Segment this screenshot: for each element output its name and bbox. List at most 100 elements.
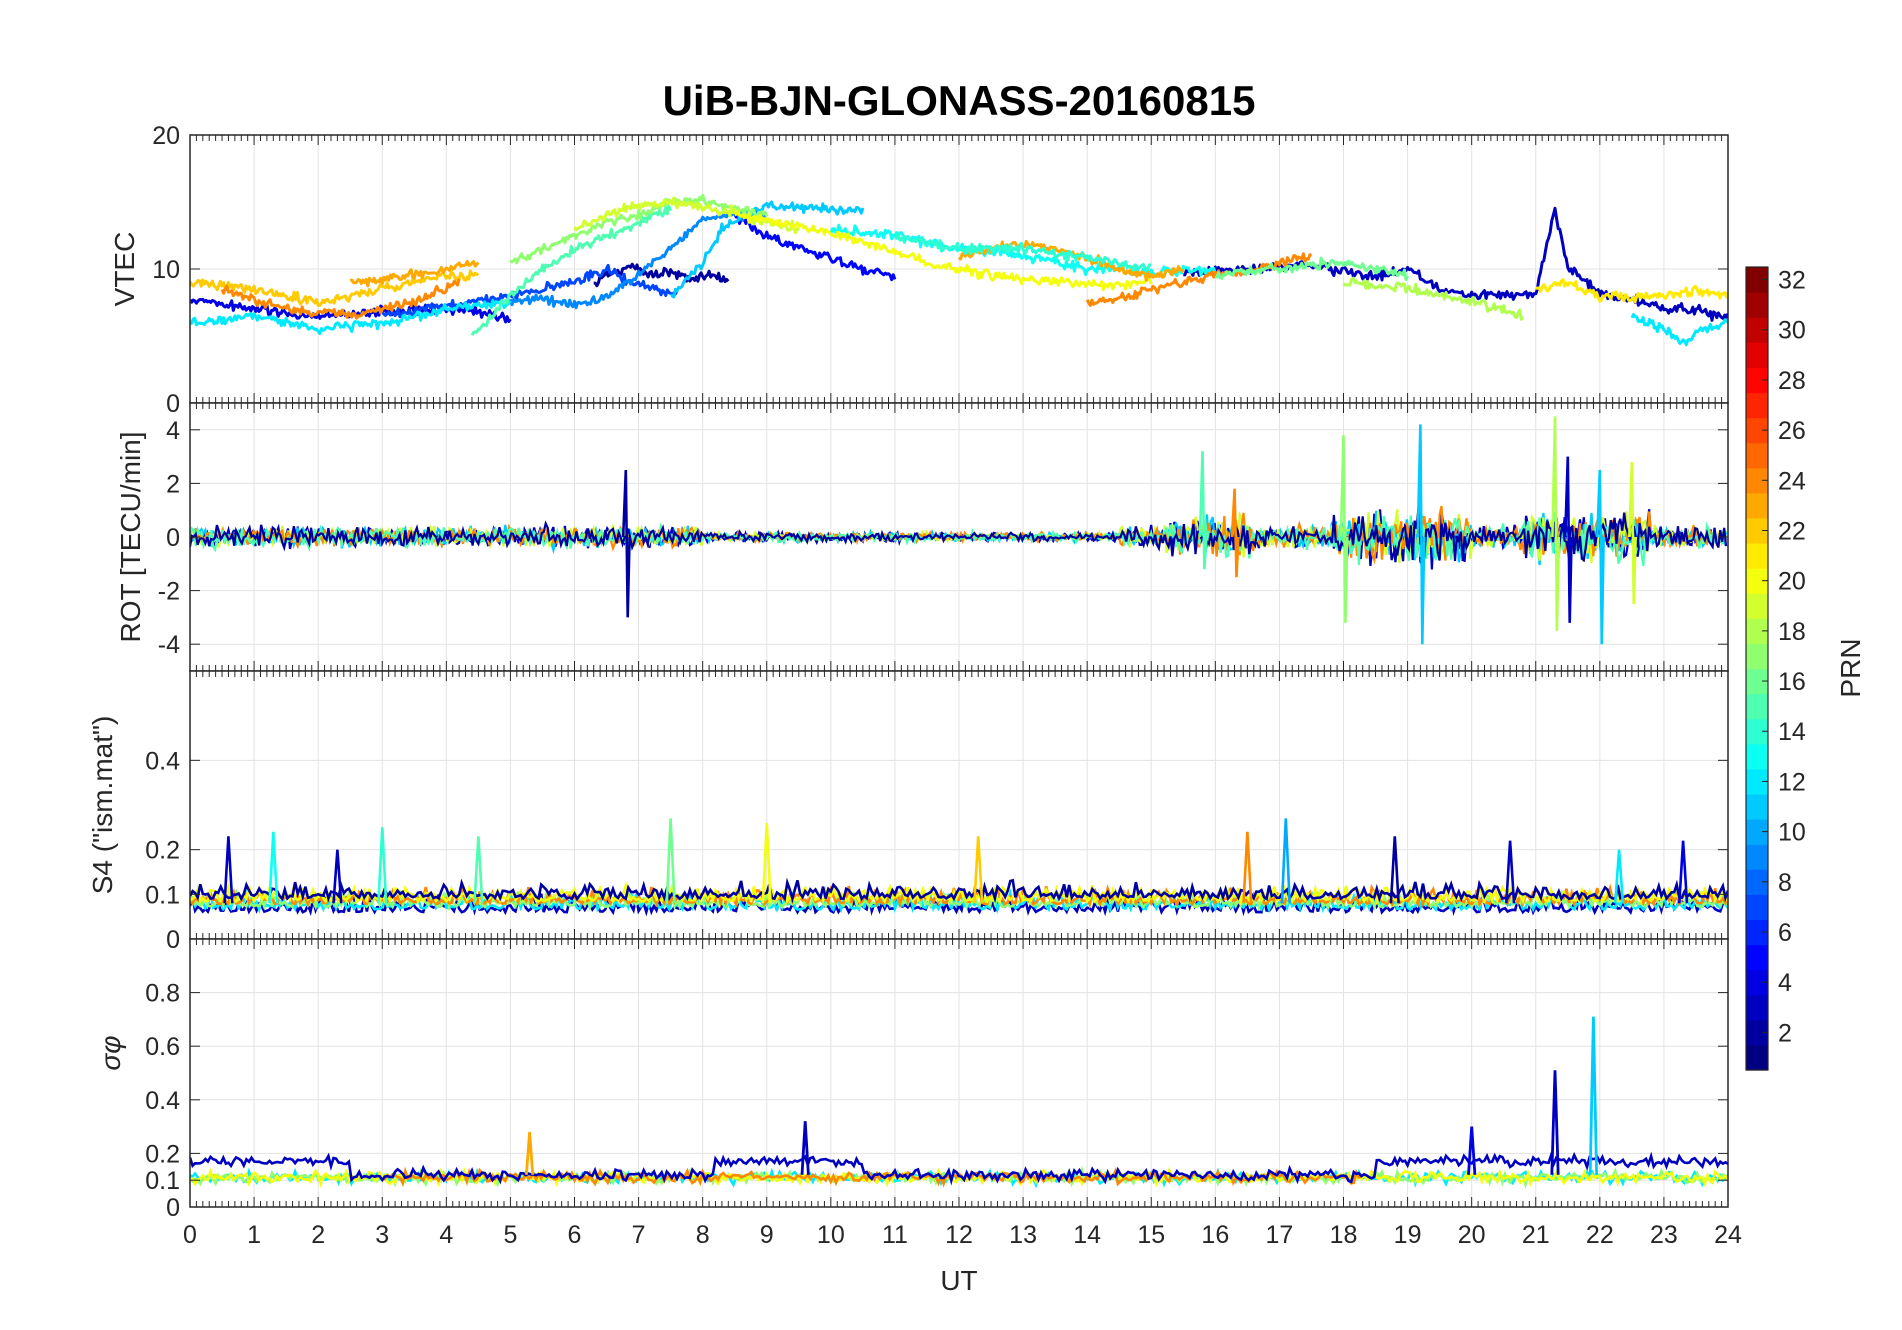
vtec-series-prn-12 [190,299,512,335]
colorbar-cell-1 [1746,1044,1768,1071]
s4-peak-prn-3 [332,849,343,904]
x-tick-label: 21 [1522,1221,1550,1249]
vtec-panel: 0 10 20 VTEC [109,122,1729,418]
colorbar-frame [1745,266,1769,1071]
colorbar-cell-17 [1746,643,1768,670]
x-tick-label: 16 [1201,1221,1229,1249]
vtec-series-prn-9 [508,207,768,310]
figure-title: UiB-BJN-GLONASS-20160815 [663,77,1256,124]
x-tick-label: 3 [375,1221,389,1249]
colorbar-cell-8 [1746,869,1768,895]
colorbar-tick-label: 8 [1778,869,1792,897]
rot-ytick-label: 4 [166,417,180,445]
sigma-phi-panel: 00.10.2 0.4 0.6 0.8 σφ [95,938,1729,1222]
colorbar-cell-16 [1746,668,1768,695]
rot-ylabel: ROT [TECU/min] [115,431,146,642]
rot-ytick-label: 0 [166,524,180,552]
s4-ylabel: S4 ("ism.mat") [87,716,118,895]
colorbar-cell-31 [1746,292,1768,318]
s4-ytick-label: 0 [166,926,180,954]
colorbar-tick-label: 22 [1778,517,1806,545]
sig-ytick-label: 0.2 [145,1140,180,1168]
sig-ytick-label: 0.4 [145,1087,180,1115]
x-tick-label: 12 [945,1221,973,1249]
colorbar-tick-label: 26 [1778,417,1806,445]
colorbar-cell-5 [1746,944,1768,971]
colorbar-cell-6 [1746,919,1768,946]
colorbar-tick-label: 16 [1778,668,1806,696]
sigma-phi-ylabel: σφ [95,1035,126,1070]
s4-ticks: 0 0.1 0.2 0.4 [145,671,1729,954]
rot-ytick-label: -2 [158,578,180,606]
s4-peak-prn-4 [1678,840,1689,904]
rot-burst-prn-3 [1563,456,1573,623]
x-tick-label: 8 [696,1221,710,1249]
vtec-series-prn-12 [1630,313,1728,347]
vtec-ytick-label: 10 [152,256,180,284]
x-tick-label: 24 [1714,1221,1742,1249]
vtec-ticks: 0 10 20 [152,122,1729,418]
colorbar-tick-label: 6 [1778,919,1792,947]
sigma-phi-ticks: 00.10.2 0.4 0.6 0.8 [145,939,1729,1222]
colorbar-cell-25 [1746,442,1768,469]
vtec-ytick-label: 0 [166,390,180,418]
vtec-series-prn-21 [1535,278,1728,304]
rot-burst-prn-11 [1596,469,1605,645]
s4-ytick-label: 0.4 [145,747,180,775]
sigma-phi-peak-prn-4 [1467,1126,1477,1175]
colorbar-tick-label: 30 [1778,317,1806,345]
colorbar-cell-26 [1746,417,1768,444]
colorbar-cell-22 [1746,517,1768,544]
sigma-phi-peak-prn-3 [1550,1070,1560,1175]
s4-panel: 0 0.1 0.2 0.4 S4 ("ism.mat") [87,670,1729,954]
rot-ytick-label: -4 [158,631,180,659]
s4-peak-prn-14 [377,827,388,904]
vtec-ytick-label: 20 [152,122,180,150]
x-tick-label: 1 [247,1221,261,1249]
colorbar-tick-label: 32 [1778,267,1806,295]
sig-ytick-label: 0.8 [145,980,180,1008]
colorbar-tick-label: 28 [1778,367,1806,395]
vtec-series-prn-19 [573,196,800,235]
vtec-series-prn-20 [734,211,1153,292]
s4-peak-prn-13 [268,831,279,904]
sigma-phi-series-prn-3 [190,1151,1728,1186]
s4-peak-prn-2 [1389,836,1400,904]
sig-ytick-label: 0.1 [145,1167,180,1195]
sigma-phi-grid [190,939,1728,1207]
colorbar-cell-21 [1746,543,1768,569]
colorbar-cell-27 [1746,392,1768,419]
colorbar-tick-label: 10 [1778,819,1806,847]
rot-burst-prn-11 [1416,424,1426,645]
colorbar-tick-label: 12 [1778,768,1806,796]
s4-series-prn-2 [190,877,1728,904]
colorbar-cell-14 [1746,718,1768,745]
colorbar-tick-label: 18 [1778,618,1806,646]
s4-ytick-label: 0.2 [145,837,180,865]
vtec-series-prn-16 [1215,256,1409,281]
colorbar-cell-12 [1746,768,1768,795]
colorbar-tick-label: 14 [1778,718,1806,746]
s4-peak-prn-22 [973,836,984,904]
vtec-series-prn-13 [829,223,1217,278]
sig-ytick-label: 0.6 [145,1033,180,1061]
colorbar-cells [1746,267,1768,1071]
s4-peak-prn-16 [665,818,676,904]
vtec-series-prn-18 [1342,276,1525,321]
vtec-series-prn-15 [470,204,672,336]
vtec-series-prn-5 [733,213,897,282]
x-tick-labels: 0 1 2 3 4 5 6 7 8 9 10 11 12 13 14 15 16 17 18 19 20 21 22 23 24 [183,1221,1742,1249]
colorbar-cell-11 [1746,793,1768,820]
rot-ticks: -4 -2 0 2 4 [158,403,1729,671]
x-axis-label: UT [940,1265,977,1296]
x-tick-label: 19 [1394,1221,1422,1249]
s4-peak-prn-20 [761,822,772,904]
vtec-series-prn-22 [190,269,480,307]
x-tick-label: 7 [632,1221,646,1249]
x-tick-label: 15 [1137,1221,1165,1249]
rot-ytick-label: 2 [166,470,180,498]
rot-burst-prn-2 [621,469,631,618]
rot-lines [190,416,1728,645]
